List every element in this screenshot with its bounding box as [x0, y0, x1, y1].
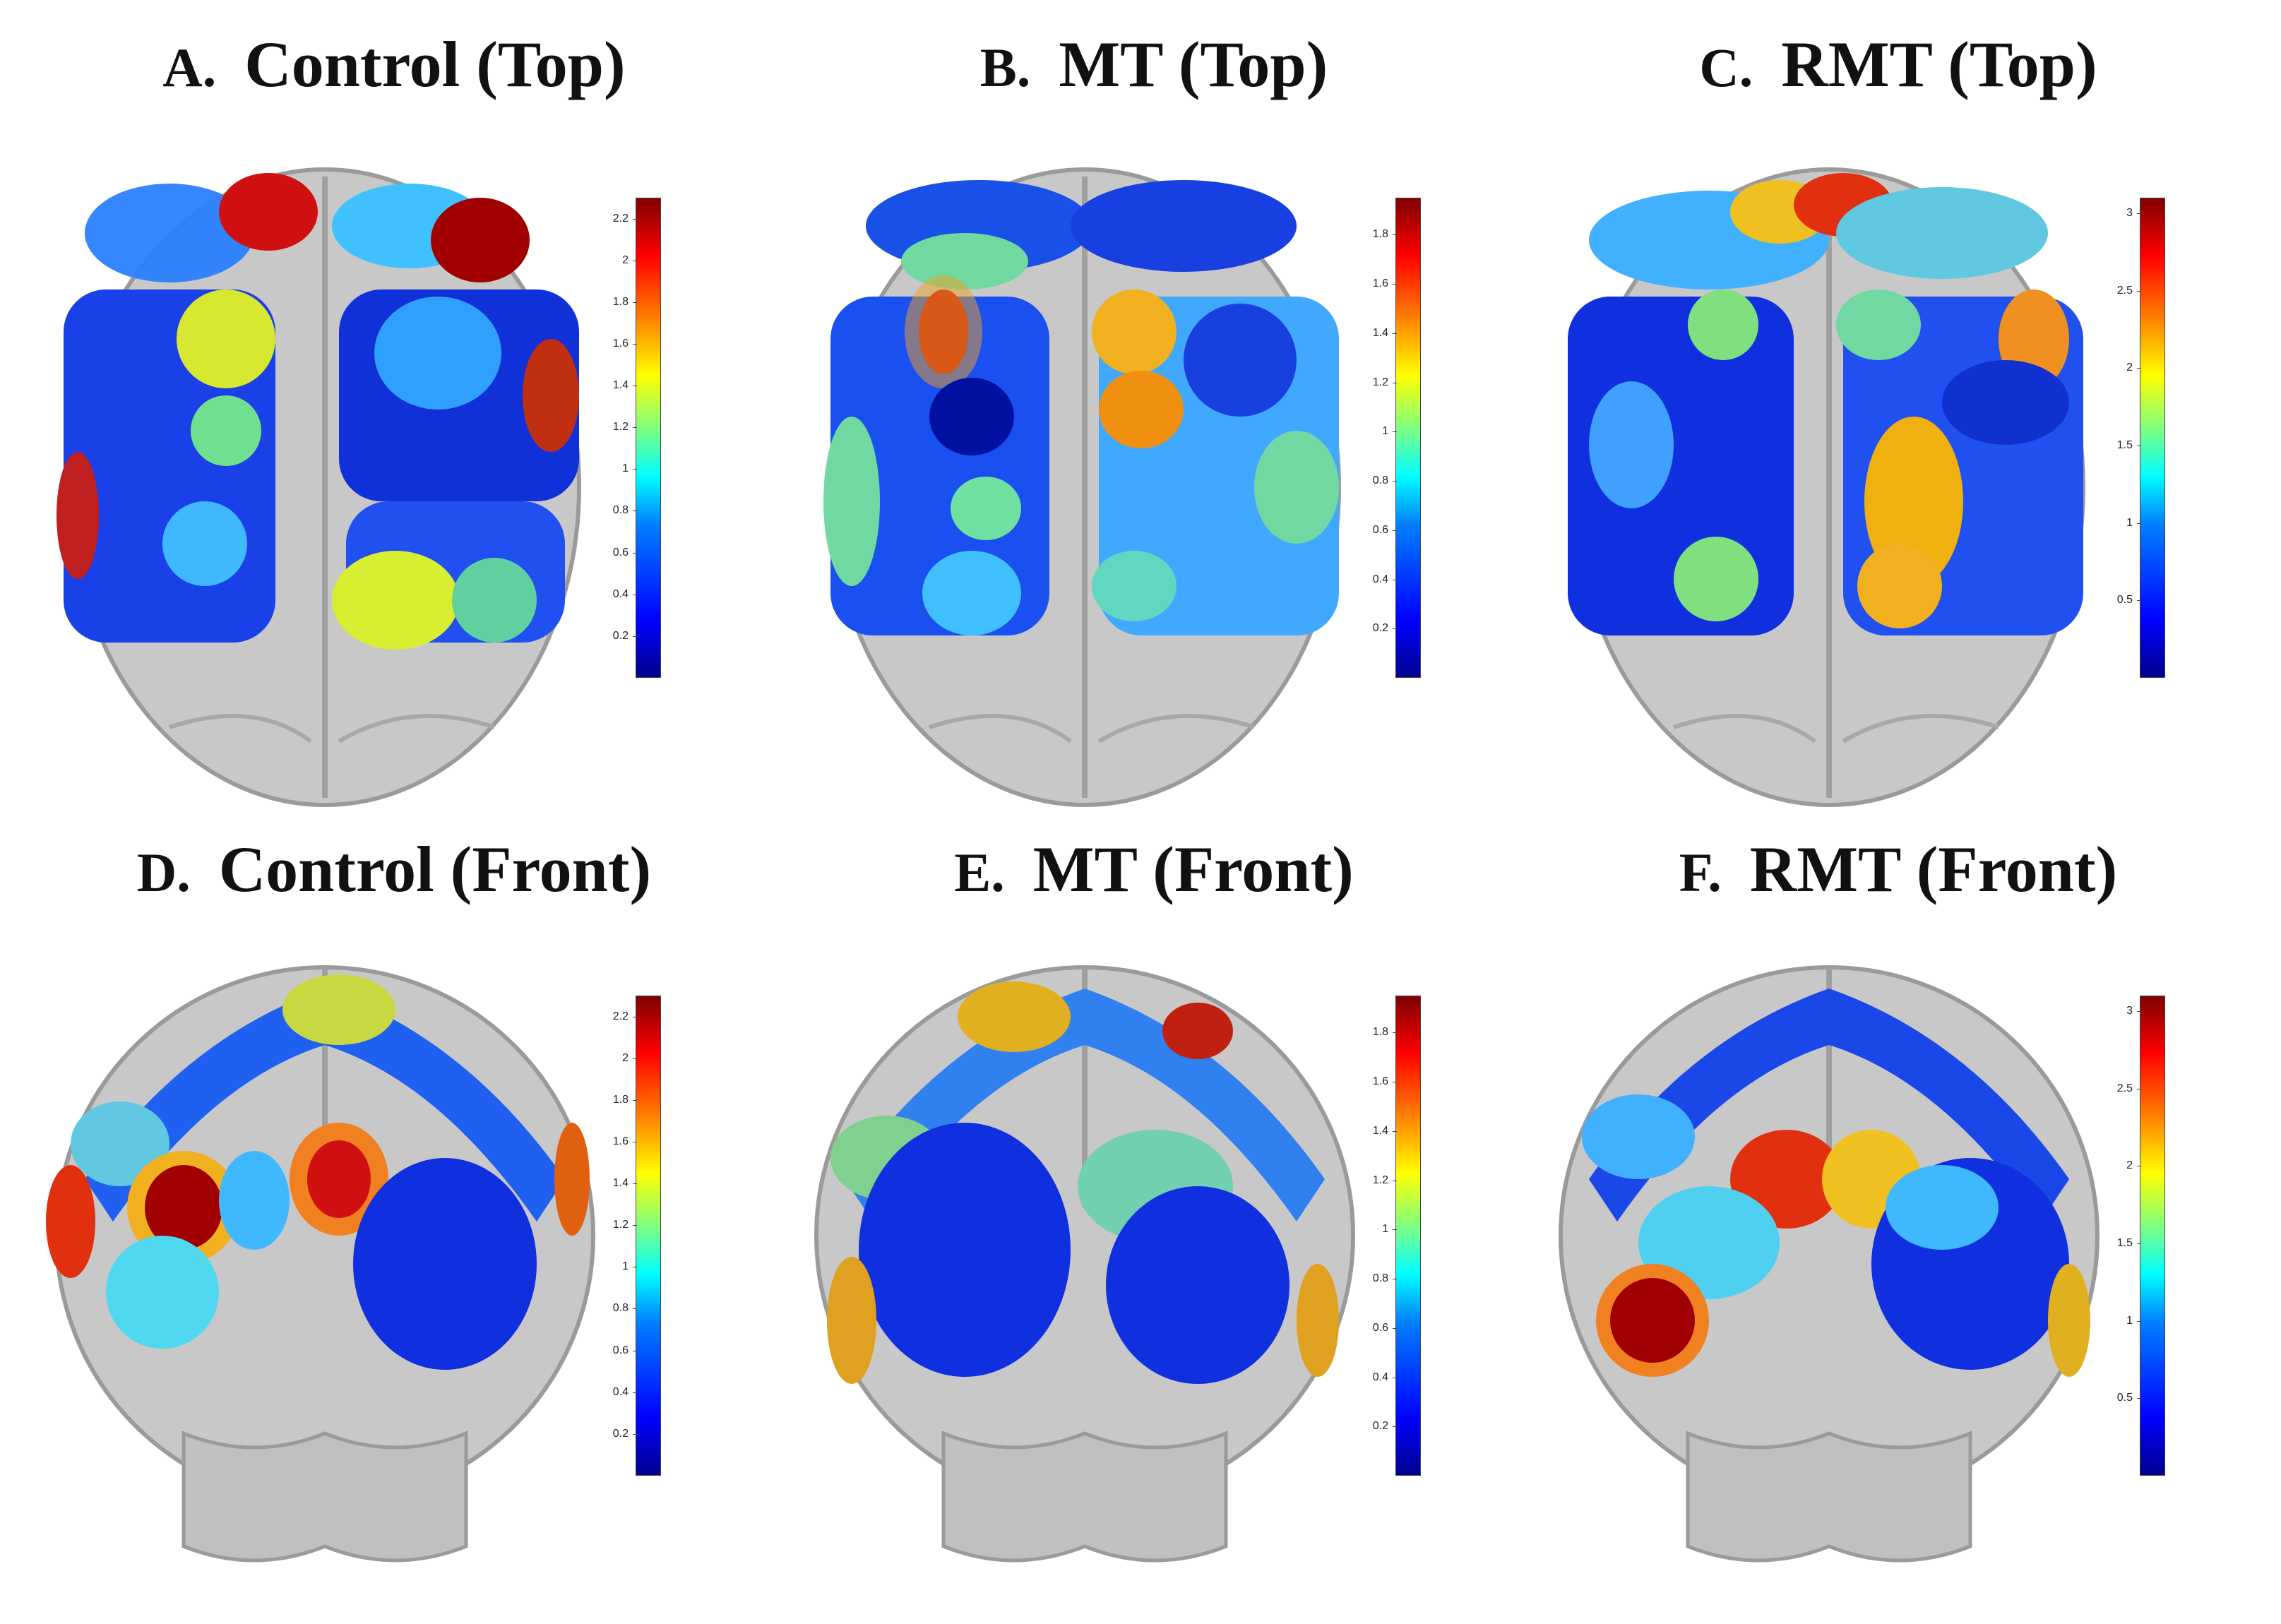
colorbar-tick-label: 1: [2126, 1314, 2141, 1327]
colorbar-tick-label: 0.5: [2116, 1392, 2142, 1404]
colorbar: 2.2 2 1.8 1.6 1.4 1.2 1 0.8 0.6 0.4 0.2: [579, 198, 692, 678]
panel-title: F. RMT (Front): [1518, 832, 2278, 907]
colorbar-tick-label: 2: [2126, 362, 2141, 374]
colorbar-tick-label: 2: [622, 253, 637, 266]
brain-top-view-image: [823, 167, 1341, 807]
brain-top-view-image: [1568, 167, 2085, 807]
panel-title: D. Control (Front): [14, 832, 774, 907]
brain-top-view-image: [56, 167, 581, 807]
colorbar-tick-label: 1: [622, 462, 637, 475]
panel-letter: D.: [136, 842, 191, 903]
panel-heading: Control (Front): [218, 833, 652, 905]
colorbar-tick-label: 1.2: [1372, 1174, 1398, 1186]
panel-title: B. MT (Top): [774, 27, 1534, 102]
panel-heading: MT (Front): [1032, 833, 1354, 905]
panel-heading: Control (Top): [244, 28, 626, 100]
panel-control-top: A. Control (Top) 2.2 2 1.8 1.6 1.4 1.2 1 0.8 0.6 0…: [14, 14, 774, 819]
panel-letter: B.: [979, 37, 1031, 98]
colorbar-gradient: [1395, 996, 1421, 1476]
colorbar-tick-label: 3: [2126, 206, 2141, 219]
colorbar-tick-label: 1.4: [612, 379, 638, 392]
colorbar-tick-label: 2: [2126, 1159, 2141, 1172]
colorbar-tick-label: 2.5: [2116, 1082, 2142, 1094]
brain-front-view-image: [46, 965, 595, 1563]
colorbar: 3 2.5 2 1.5 1 0.5: [2083, 198, 2196, 678]
panel-rmt-front: F. RMT (Front) 3 2.5 2 1.5 1 0.5: [1518, 819, 2278, 1624]
colorbar-gradient: [636, 996, 661, 1476]
colorbar-gradient: [2140, 996, 2165, 1476]
colorbar-gradient: [1395, 198, 1421, 678]
colorbar-tick-label: 0.8: [1372, 474, 1398, 487]
colorbar-tick-label: 1.4: [612, 1177, 638, 1190]
colorbar-tick-label: 0.5: [2116, 594, 2142, 607]
colorbar-tick-label: 3: [2126, 1004, 2141, 1017]
colorbar-tick-label: 1.5: [2116, 438, 2142, 451]
colorbar-tick-label: 0.2: [612, 1427, 638, 1440]
colorbar-tick-label: 0.2: [1372, 622, 1398, 635]
colorbar: 1.8 1.6 1.4 1.2 1 0.8 0.6 0.4 0.2: [1339, 996, 1452, 1476]
colorbar-tick-label: 0.2: [612, 629, 638, 642]
colorbar-tick-label: 0.6: [612, 546, 638, 559]
colorbar-tick-label: 1.6: [612, 1135, 638, 1147]
panel-letter: A.: [162, 37, 217, 98]
colorbar-gradient: [636, 198, 661, 678]
panel-letter: E.: [954, 842, 1005, 903]
colorbar-tick-label: 0.8: [612, 504, 638, 517]
colorbar-gradient: [2140, 198, 2165, 678]
colorbar: 3 2.5 2 1.5 1 0.5: [2083, 996, 2196, 1476]
panel-heading: RMT (Top): [1781, 28, 2097, 100]
colorbar-tick-label: 1: [1382, 1223, 1397, 1236]
colorbar-tick-label: 1: [622, 1260, 637, 1273]
colorbar-tick-label: 2: [622, 1051, 637, 1064]
colorbar-tick-label: 0.6: [1372, 1321, 1398, 1334]
colorbar-tick-label: 1: [2126, 516, 2141, 529]
colorbar: 2.2 2 1.8 1.6 1.4 1.2 1 0.8 0.6 0.4 0.2: [579, 996, 692, 1476]
colorbar-tick-label: 1.6: [1372, 1075, 1398, 1088]
panel-title: A. Control (Top): [14, 27, 774, 102]
colorbar-tick-label: 0.4: [1372, 573, 1398, 585]
panel-title: C. RMT (Top): [1518, 27, 2278, 102]
colorbar-tick-label: 2.5: [2116, 284, 2142, 297]
colorbar: 1.8 1.6 1.4 1.2 1 0.8 0.6 0.4 0.2: [1339, 198, 1452, 678]
panel-mt-front: E. MT (Front) 1.8 1.6 1.4 1.2 1 0.8 0.6 0.4 0.2: [774, 819, 1534, 1624]
colorbar-tick-label: 1.2: [612, 421, 638, 434]
panel-heading: RMT (Front): [1749, 833, 2118, 905]
colorbar-tick-label: 1.2: [1372, 376, 1398, 388]
colorbar-tick-label: 1.4: [1372, 1124, 1398, 1137]
panel-control-front: D. Control (Front) 2.2 2 1.8 1.6 1.4 1.2 1 0.8 0.…: [14, 819, 774, 1624]
panel-mt-top: B. MT (Top) 1.8 1.6 1.4 1.2 1 0.8 0.6 0.4 0.2: [774, 14, 1534, 819]
colorbar-tick-label: 1.8: [1372, 1026, 1398, 1039]
colorbar-tick-label: 1.8: [612, 1093, 638, 1106]
colorbar-tick-label: 0.4: [1372, 1371, 1398, 1383]
colorbar-tick-label: 1.6: [1372, 277, 1398, 290]
colorbar-tick-label: 2.2: [612, 1010, 638, 1022]
brain-front-view-image: [1559, 965, 2100, 1563]
panel-letter: F.: [1679, 842, 1722, 903]
panel-title: E. MT (Front): [774, 832, 1534, 907]
panel-letter: C.: [1699, 37, 1753, 98]
colorbar-tick-label: 0.6: [612, 1344, 638, 1356]
colorbar-tick-label: 0.6: [1372, 523, 1398, 536]
colorbar-tick-label: 0.4: [612, 1385, 638, 1398]
colorbar-tick-label: 0.8: [1372, 1272, 1398, 1285]
colorbar-tick-label: 0.8: [612, 1302, 638, 1315]
colorbar-tick-label: 1.4: [1372, 326, 1398, 339]
colorbar-tick-label: 0.2: [1372, 1420, 1398, 1433]
colorbar-tick-label: 0.4: [612, 587, 638, 600]
colorbar-tick-label: 1.6: [612, 337, 638, 350]
panel-heading: MT (Top): [1059, 28, 1328, 100]
colorbar-tick-label: 1.2: [612, 1219, 638, 1231]
colorbar-tick-label: 1: [1382, 425, 1397, 438]
colorbar-tick-label: 1.8: [1372, 228, 1398, 241]
brain-front-view-image: [814, 965, 1355, 1563]
colorbar-tick-label: 1.8: [612, 295, 638, 308]
colorbar-tick-label: 2.2: [612, 212, 638, 225]
colorbar-tick-label: 1.5: [2116, 1236, 2142, 1249]
panel-rmt-top: C. RMT (Top) 3 2.5 2 1.5 1 0.5: [1518, 14, 2278, 819]
